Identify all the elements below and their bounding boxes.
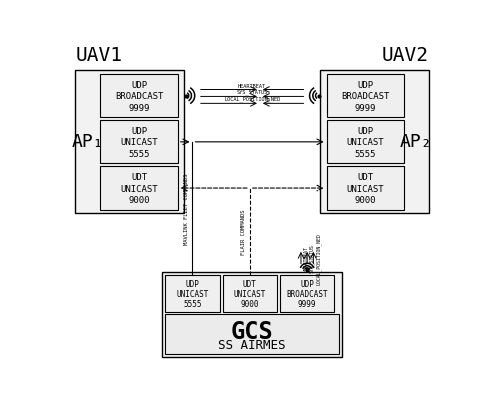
Bar	[75, 71, 184, 213]
Text: BROADCAST: BROADCAST	[341, 92, 390, 101]
Text: 9000: 9000	[241, 299, 259, 308]
Text: BROADCAST: BROADCAST	[115, 92, 163, 101]
Bar	[280, 275, 334, 312]
Bar	[165, 315, 339, 354]
Text: UNICAST: UNICAST	[120, 138, 158, 147]
Text: UNICAST: UNICAST	[234, 290, 266, 298]
Bar	[100, 121, 178, 164]
Text: UDP: UDP	[131, 80, 147, 89]
Text: SYS_STATUS: SYS_STATUS	[237, 90, 268, 95]
Text: 5555: 5555	[183, 299, 202, 308]
Text: 9999: 9999	[355, 104, 376, 112]
Text: LOCAL_POSITION_NED: LOCAL_POSITION_NED	[316, 232, 321, 284]
Text: SYS_STATUS: SYS_STATUS	[309, 244, 315, 273]
Text: GCS: GCS	[231, 319, 274, 343]
Text: 9000: 9000	[128, 196, 150, 205]
Text: FLAIR COMMANDS: FLAIR COMMANDS	[241, 209, 246, 255]
Text: UDP: UDP	[357, 126, 373, 135]
Bar	[162, 272, 342, 357]
Text: 9999: 9999	[128, 104, 150, 112]
Text: SS AIRMES: SS AIRMES	[218, 338, 286, 351]
Text: UDT: UDT	[243, 279, 257, 288]
Text: HEARTBEAT: HEARTBEAT	[303, 245, 308, 271]
Bar	[165, 275, 219, 312]
Text: BROADCAST: BROADCAST	[286, 290, 328, 298]
Text: UNICAST: UNICAST	[346, 138, 384, 147]
Text: UDP: UDP	[357, 80, 373, 89]
Bar	[327, 121, 404, 164]
Text: 5555: 5555	[128, 150, 150, 159]
Text: UNICAST: UNICAST	[120, 184, 158, 193]
Text: UDP: UDP	[131, 126, 147, 135]
Text: HEARTBEAT: HEARTBEAT	[238, 83, 266, 88]
Bar	[327, 167, 404, 210]
Text: 9000: 9000	[355, 196, 376, 205]
Text: UAV1: UAV1	[75, 46, 123, 65]
Bar	[100, 167, 178, 210]
Text: UAV2: UAV2	[382, 46, 429, 65]
Text: AP₁: AP₁	[71, 133, 104, 151]
Text: 5555: 5555	[355, 150, 376, 159]
Bar	[327, 75, 404, 118]
Bar	[100, 75, 178, 118]
Text: UDT: UDT	[131, 173, 147, 181]
Text: UDP: UDP	[300, 279, 314, 288]
Bar	[223, 275, 277, 312]
Text: LOCAL_POSITION_NED: LOCAL_POSITION_NED	[224, 97, 280, 102]
Text: UNICAST: UNICAST	[346, 184, 384, 193]
Text: UNICAST: UNICAST	[176, 290, 209, 298]
Bar	[320, 71, 429, 213]
Text: MAVLINK FLEET COMMANDS: MAVLINK FLEET COMMANDS	[184, 173, 189, 244]
Text: UDP: UDP	[185, 279, 199, 288]
Text: UDT: UDT	[357, 173, 373, 181]
Text: AP₂: AP₂	[400, 133, 433, 151]
Text: 9999: 9999	[298, 299, 316, 308]
